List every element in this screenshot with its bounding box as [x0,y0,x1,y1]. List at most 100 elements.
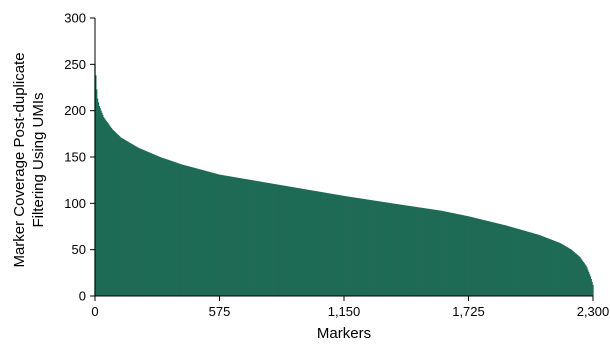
bar [207,171,210,296]
bar [585,265,587,296]
bar [144,150,146,296]
bar [290,186,293,296]
x-tick-label: 2,300 [577,304,610,319]
bar [503,224,505,296]
bar [353,197,355,296]
y-tick-label: 100 [64,196,86,211]
bar [515,228,517,296]
bar [410,206,412,296]
bar [487,221,489,296]
bar [329,193,332,296]
bar [122,138,124,296]
bar [240,178,243,296]
bar [311,190,314,296]
bar [97,102,100,296]
bar [211,172,213,296]
bar [237,177,239,296]
x-tick-label: 0 [91,304,98,319]
bar [132,144,134,296]
bar [202,170,204,296]
y-tick-label: 250 [64,57,86,72]
bar [301,188,303,296]
bar [161,157,164,296]
bar [448,212,450,296]
bar [377,201,379,296]
bar [457,214,459,296]
bar [491,221,493,296]
bar [276,184,278,296]
bar [96,89,98,296]
bar [218,174,220,296]
x-axis-title: Markers [317,325,371,342]
bar [280,185,282,296]
bar [414,206,417,296]
bar [367,199,369,296]
bar [307,189,309,296]
bar [292,187,294,296]
bar [193,167,195,296]
bar [184,165,186,296]
bar [245,179,248,296]
bar [566,247,568,296]
bar [288,186,290,296]
bar [196,168,198,296]
bar [186,165,188,296]
bar [512,227,514,296]
bar [525,231,527,296]
y-tick-label: 0 [79,289,86,304]
bar [212,172,214,296]
bar [215,173,217,296]
bar [413,206,415,296]
bar [362,198,365,296]
bar [368,199,370,296]
bar [298,188,301,296]
bar [325,192,327,296]
bar [549,239,552,296]
bar [413,206,416,296]
bar [465,215,467,296]
bar [209,172,211,296]
bar [580,258,582,296]
bar [324,192,327,296]
bar [306,189,308,296]
bar [553,240,555,296]
bar [576,254,579,296]
bar [386,202,388,296]
bar [326,193,328,296]
bar [481,219,483,296]
bar [121,138,123,296]
bar [531,232,534,296]
bar [277,184,280,296]
bar [308,189,310,296]
bar [283,185,285,296]
bar [219,174,221,296]
bar [556,242,559,296]
bar [472,217,475,296]
bar [577,255,579,296]
bar [314,190,316,296]
x-tick-label: 1,725 [452,304,485,319]
y-axis-ticks: 0 50 100 150 200 250 300 [64,11,95,304]
bar [180,164,183,296]
bar [108,124,110,296]
bar [330,193,333,296]
bar [321,192,323,296]
bar [238,178,241,296]
bar [568,248,571,296]
bar [191,167,193,296]
bar [328,193,330,296]
bar [205,170,207,296]
bar [478,219,481,296]
bar [463,215,465,296]
bar [262,182,264,296]
bar [275,184,277,296]
bar [128,142,130,296]
bar [221,175,223,296]
bar [135,146,138,296]
bar [435,209,437,296]
bar [342,195,345,296]
bar [185,165,187,296]
bar [513,227,515,296]
bar [210,172,212,296]
bar [426,208,428,296]
